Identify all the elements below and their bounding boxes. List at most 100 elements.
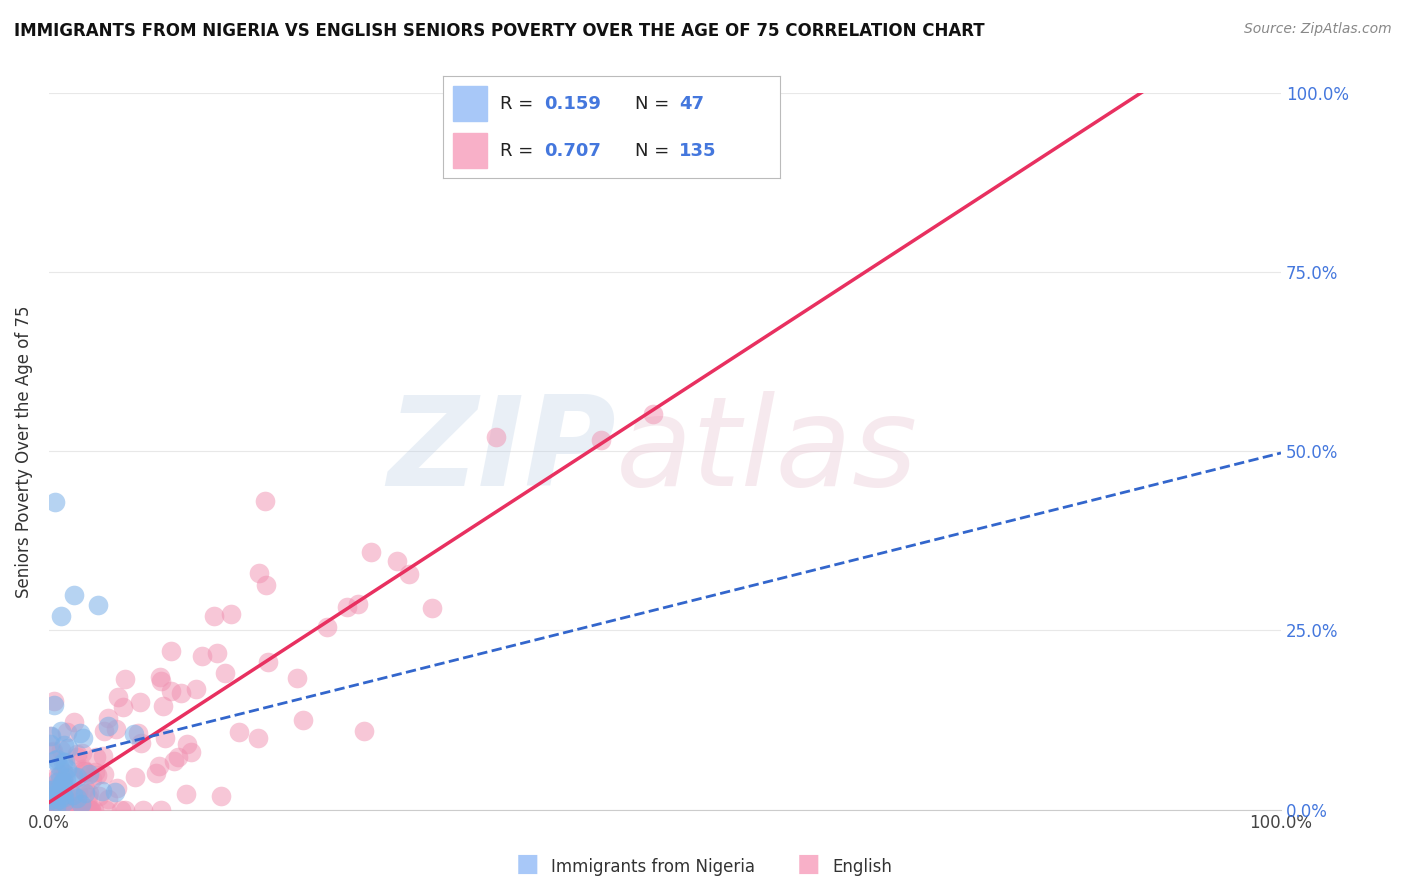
Point	[62, 588, 84, 602]
Point	[291, 713, 314, 727]
Point	[148, 759, 170, 773]
Point	[39, 803, 62, 817]
Point	[353, 723, 375, 738]
Bar	[453, 133, 486, 168]
Point	[86, 768, 108, 782]
Point	[254, 494, 277, 508]
Point	[589, 434, 612, 448]
Point	[46, 803, 69, 817]
Point	[62, 714, 84, 729]
Point	[52, 789, 75, 803]
Point	[41, 800, 63, 814]
Point	[127, 726, 149, 740]
Point	[44, 803, 66, 817]
Point	[45, 796, 67, 810]
Point	[75, 787, 97, 801]
Point	[176, 738, 198, 752]
Point	[79, 803, 101, 817]
Point	[87, 789, 110, 804]
Point	[39, 729, 62, 743]
Point	[53, 789, 76, 804]
Point	[53, 794, 76, 808]
Point	[107, 690, 129, 704]
Point	[73, 764, 96, 779]
Text: N =: N =	[636, 142, 675, 160]
Point	[96, 792, 118, 806]
Point	[46, 803, 69, 817]
Point	[38, 792, 60, 806]
Point	[76, 803, 98, 817]
Text: R =: R =	[501, 95, 540, 112]
Point	[62, 769, 84, 783]
Point	[75, 765, 97, 780]
Point	[132, 803, 155, 817]
Point	[55, 725, 77, 739]
Point	[214, 665, 236, 680]
Point	[398, 566, 420, 581]
Point	[70, 797, 93, 812]
Point	[153, 731, 176, 746]
Point	[80, 803, 103, 817]
Point	[73, 764, 96, 779]
Point	[66, 790, 89, 805]
Point	[49, 723, 72, 738]
Point	[56, 740, 79, 755]
Point	[72, 762, 94, 776]
Text: ■: ■	[516, 852, 538, 876]
Point	[97, 711, 120, 725]
Point	[45, 800, 67, 814]
Point	[46, 775, 69, 789]
Bar	[453, 87, 486, 121]
Point	[52, 738, 75, 752]
Point	[184, 681, 207, 696]
Point	[45, 771, 67, 785]
Point	[129, 736, 152, 750]
Point	[104, 722, 127, 736]
Point	[45, 803, 67, 817]
Point	[209, 789, 232, 803]
Point	[149, 803, 172, 817]
Point	[207, 647, 229, 661]
Point	[58, 803, 80, 817]
Point	[55, 771, 77, 785]
Text: 0.159: 0.159	[544, 95, 600, 112]
Point	[160, 643, 183, 657]
Point	[72, 803, 94, 817]
Point	[152, 699, 174, 714]
Point	[93, 766, 115, 780]
Point	[254, 578, 277, 592]
Text: N =: N =	[636, 95, 675, 112]
Point	[163, 754, 186, 768]
Point	[256, 655, 278, 669]
Point	[228, 725, 250, 739]
Point	[80, 772, 103, 786]
Point	[56, 794, 79, 808]
Point	[48, 791, 70, 805]
Point	[51, 609, 73, 624]
Y-axis label: Seniors Poverty Over the Age of 75: Seniors Poverty Over the Age of 75	[15, 305, 32, 598]
Point	[48, 781, 70, 796]
Point	[66, 750, 89, 764]
Text: Immigrants from Nigeria: Immigrants from Nigeria	[551, 858, 755, 876]
Point	[75, 800, 97, 814]
Point	[49, 803, 72, 817]
Point	[145, 765, 167, 780]
Point	[46, 803, 69, 817]
Point	[52, 755, 75, 769]
Point	[202, 608, 225, 623]
Point	[63, 802, 86, 816]
Point	[128, 695, 150, 709]
Point	[72, 731, 94, 745]
Point	[41, 785, 63, 799]
Point	[39, 783, 62, 797]
Point	[44, 803, 66, 817]
Point	[44, 803, 66, 817]
Text: ZIP: ZIP	[387, 391, 616, 512]
Point	[105, 781, 128, 796]
Point	[45, 803, 67, 817]
Point	[44, 753, 66, 767]
Point	[39, 803, 62, 817]
Point	[485, 430, 508, 444]
Point	[65, 803, 87, 817]
Point	[336, 600, 359, 615]
